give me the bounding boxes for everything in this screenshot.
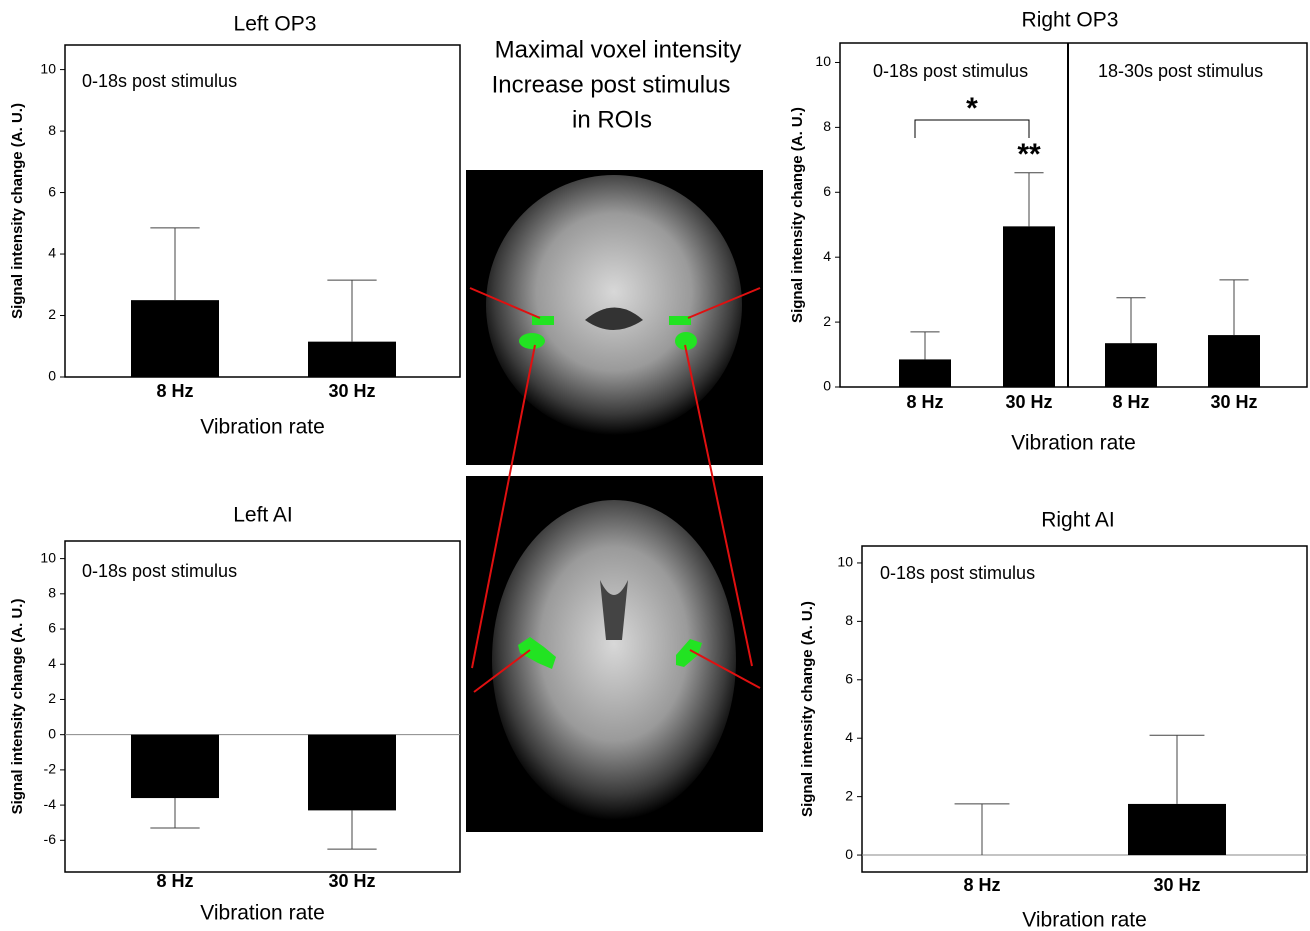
y-tick-label: 2	[48, 690, 56, 706]
x-tick-label: 8 Hz	[963, 875, 1000, 895]
x-tick-label: 30 Hz	[1153, 875, 1200, 895]
annotation: 0-18s post stimulus	[873, 61, 1028, 81]
y-tick-label: 10	[837, 554, 853, 570]
annotation: 0-18s post stimulus	[82, 561, 237, 581]
roi	[519, 333, 545, 349]
y-tick-label: 0	[48, 725, 56, 741]
error-bar	[327, 280, 376, 341]
error-bar	[1014, 173, 1043, 227]
bar	[1003, 226, 1055, 387]
y-axis-label: Signal intensity change (A. U.)	[789, 107, 806, 323]
y-tick-label: 8	[823, 118, 831, 134]
error-bar	[1150, 735, 1205, 804]
bar	[1128, 804, 1226, 855]
y-tick-label: 4	[48, 655, 56, 671]
annotation: 18-30s post stimulus	[1098, 61, 1263, 81]
y-tick-label: 4	[823, 248, 831, 264]
error-bar	[910, 332, 939, 360]
error-bar	[150, 798, 199, 828]
roi	[669, 316, 691, 325]
x-tick-label: 30 Hz	[1210, 392, 1257, 412]
y-tick-label: 0	[823, 378, 831, 394]
x-tick-label: 30 Hz	[1005, 392, 1052, 412]
caption-line: Increase post stimulus	[492, 71, 731, 98]
chart-title: Left OP3	[234, 13, 317, 36]
bar	[131, 735, 219, 798]
y-tick-label: 6	[845, 670, 853, 686]
y-tick-label: 0	[845, 846, 853, 862]
chart-title: Right OP3	[1022, 9, 1119, 32]
y-tick-label: 4	[48, 245, 56, 261]
figure: Maximal voxel intensity Increase post st…	[0, 0, 1310, 931]
error-bar	[150, 228, 199, 300]
y-tick-label: 8	[845, 612, 853, 628]
axial-slice	[492, 500, 736, 820]
x-tick-label: 8 Hz	[906, 392, 943, 412]
brain-images	[466, 170, 763, 832]
y-tick-label: 8	[48, 122, 56, 138]
x-tick-label: 8 Hz	[156, 381, 193, 401]
bar	[308, 735, 396, 811]
caption-line: Maximal voxel intensity	[495, 36, 742, 63]
plot-frame	[65, 45, 460, 377]
error-bar	[327, 810, 376, 849]
y-tick-label: 6	[823, 183, 831, 199]
y-tick-label: -6	[44, 831, 57, 847]
roi	[532, 316, 554, 325]
x-axis-label: Vibration rate	[1022, 909, 1147, 931]
y-tick-label: 6	[48, 183, 56, 199]
y-tick-label: 2	[823, 313, 831, 329]
x-tick-label: 30 Hz	[328, 871, 375, 891]
annotation: 0-18s post stimulus	[880, 563, 1035, 583]
annotation: *	[966, 92, 978, 125]
y-axis-label: Signal intensity change (A. U.)	[799, 601, 816, 817]
x-axis-label: Vibration rate	[1011, 432, 1136, 455]
error-bar	[955, 804, 1010, 855]
y-tick-label: 8	[48, 585, 56, 601]
annotation: 0-18s post stimulus	[82, 71, 237, 91]
caption-line: in ROIs	[572, 106, 652, 133]
bar	[131, 300, 219, 377]
y-tick-label: 4	[845, 729, 853, 745]
annotation: **	[1017, 138, 1041, 171]
y-axis-label: Signal intensity change (A. U.)	[9, 103, 26, 319]
x-axis-label: Vibration rate	[200, 416, 325, 439]
y-axis-label: Signal intensity change (A. U.)	[9, 599, 26, 815]
plot-frame	[862, 546, 1307, 872]
chart-title: Right AI	[1041, 509, 1115, 532]
error-bar	[1219, 280, 1248, 335]
bar	[1208, 335, 1260, 387]
y-tick-label: -2	[44, 761, 57, 777]
y-tick-label: 2	[845, 787, 853, 803]
y-tick-label: 0	[48, 368, 56, 384]
plot-frame	[65, 541, 460, 872]
y-tick-label: -4	[44, 796, 57, 812]
y-tick-label: 10	[40, 60, 56, 76]
bar	[308, 342, 396, 377]
bar	[1105, 343, 1157, 387]
x-tick-label: 8 Hz	[156, 871, 193, 891]
chart-title: Left AI	[233, 504, 293, 527]
y-tick-label: 10	[815, 53, 831, 69]
y-tick-label: 2	[48, 306, 56, 322]
y-tick-label: 10	[40, 549, 56, 565]
x-tick-label: 30 Hz	[328, 381, 375, 401]
error-bar	[1116, 298, 1145, 343]
x-axis-label: Vibration rate	[200, 902, 325, 925]
y-tick-label: 6	[48, 620, 56, 636]
x-tick-label: 8 Hz	[1112, 392, 1149, 412]
bar	[899, 359, 951, 387]
